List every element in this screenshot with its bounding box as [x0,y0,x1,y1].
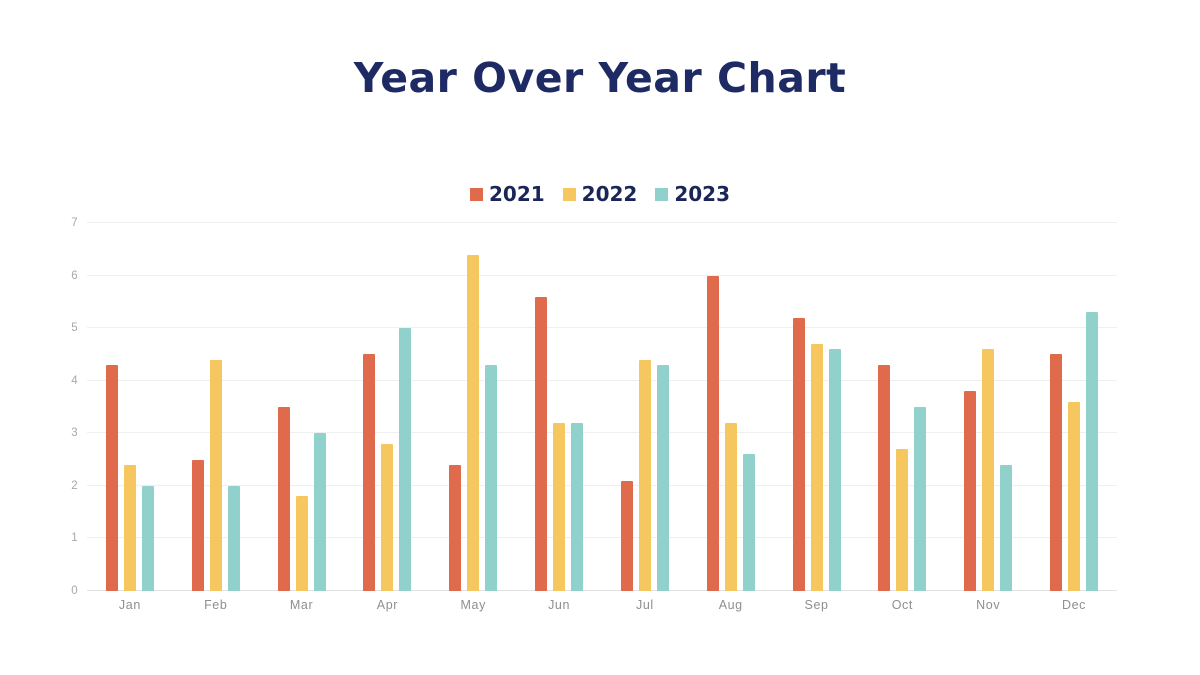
legend-swatch-2023 [655,187,669,201]
bar-2021-dec [1050,354,1063,591]
y-tick-label-5: 5 [71,322,78,335]
chart-legend: 2021 2022 2023 [0,182,1200,206]
bar-2022-apr [381,443,394,591]
bar-2023-mar [313,433,326,591]
y-tick-label-2: 2 [71,479,78,492]
bar-2022-dec [1068,401,1081,591]
bar-2021-apr [363,354,376,591]
bar-group-jul [602,223,688,591]
bar-group-feb [173,223,259,591]
bar-2021-sep [792,317,805,591]
gridline-y1 [87,537,1117,539]
legend-item-2023: 2023 [655,182,730,206]
gridlines-layer [87,222,1117,591]
legend-label-2023: 2023 [674,182,730,206]
bar-2022-mar [295,496,308,591]
x-tick-label-feb: Feb [204,598,228,612]
bar-2021-jul [620,480,633,591]
bar-group-may [430,223,516,591]
y-tick-label-7: 7 [71,217,78,229]
bar-group-jun [516,223,602,591]
bar-2023-jun [571,422,584,591]
bar-2022-jul [638,359,651,591]
bar-group-sep [774,223,860,591]
bar-2023-jan [141,485,154,591]
bar-2022-sep [810,343,823,591]
plot-area: 0 1 2 3 4 5 6 7 Jan Feb Mar Apr May Jun Jul Aug Sep Oct N… [71,217,1117,612]
x-tick-label-jun: Jun [548,598,571,612]
bar-2021-nov [964,391,977,591]
x-tick-label-dec: Dec [1062,598,1087,612]
x-tick-label-oct: Oct [891,598,913,612]
bar-group-dec [1031,223,1117,591]
legend-swatch-2022 [562,187,576,201]
y-tick-label-1: 1 [71,532,78,545]
bar-2023-nov [1000,464,1013,591]
bar-2022-nov [982,349,995,591]
bars-layer [87,223,1117,591]
bar-2023-oct [914,407,927,591]
y-tick-label-6: 6 [71,269,78,282]
x-tick-label-sep: Sep [804,598,829,612]
x-tick-label-aug: Aug [718,598,743,612]
bar-2023-jul [656,364,669,591]
bar-2021-mar [277,407,290,591]
legend-label-2022: 2022 [581,182,638,206]
bar-2022-jan [123,464,136,591]
legend-swatch-2021 [469,187,483,201]
gridline-y2 [87,484,1117,486]
y-tick-label-0: 0 [71,585,78,597]
legend-item-2022: 2022 [562,182,638,206]
bar-2022-jun [553,422,566,591]
bar-group-aug [688,223,774,591]
x-tick-label-may: May [460,598,486,612]
gridline-y6 [87,274,1117,276]
x-axis-line [87,590,1117,591]
x-tick-label-jan: Jan [118,598,141,612]
bar-2021-aug [706,275,719,591]
bar-group-oct [859,223,945,591]
bar-group-mar [259,223,345,591]
y-tick-label-4: 4 [71,374,78,387]
bar-2023-dec [1086,312,1099,591]
y-axis: 0 1 2 3 4 5 6 7 [40,217,78,597]
bar-2021-feb [191,459,204,591]
bar-2023-aug [742,454,755,591]
bar-2021-jan [105,364,118,591]
x-tick-label-mar: Mar [289,598,314,612]
bar-2022-aug [724,422,737,591]
gridline-y3 [87,432,1117,434]
x-tick-label-nov: Nov [976,598,1001,612]
bar-2023-feb [227,485,240,591]
bar-2022-may [467,254,480,591]
bar-2023-apr [399,328,412,591]
bar-2022-oct [896,449,909,591]
bar-2021-may [449,464,462,591]
gridline-y5 [87,327,1117,329]
chart-title: Year Over Year Chart [353,54,847,102]
x-axis: Jan Feb Mar Apr May Jun Jul Aug Sep Oct Nov Dec [87,598,1117,612]
gridline-y7 [87,222,1117,223]
bar-group-apr [344,223,430,591]
bar-2021-oct [878,364,891,591]
bar-2023-sep [828,349,841,591]
bar-2021-jun [535,296,548,591]
gridline-y4 [87,379,1117,381]
x-tick-label-apr: Apr [376,598,399,612]
legend-item-2021: 2021 [469,182,545,206]
bar-group-jan [87,223,173,591]
bar-group-nov [945,223,1031,591]
x-tick-label-jul: Jul [635,598,654,612]
bar-2023-may [485,364,498,591]
y-tick-label-3: 3 [71,427,78,440]
legend-label-2021: 2021 [488,182,545,206]
bar-2022-feb [209,359,222,591]
